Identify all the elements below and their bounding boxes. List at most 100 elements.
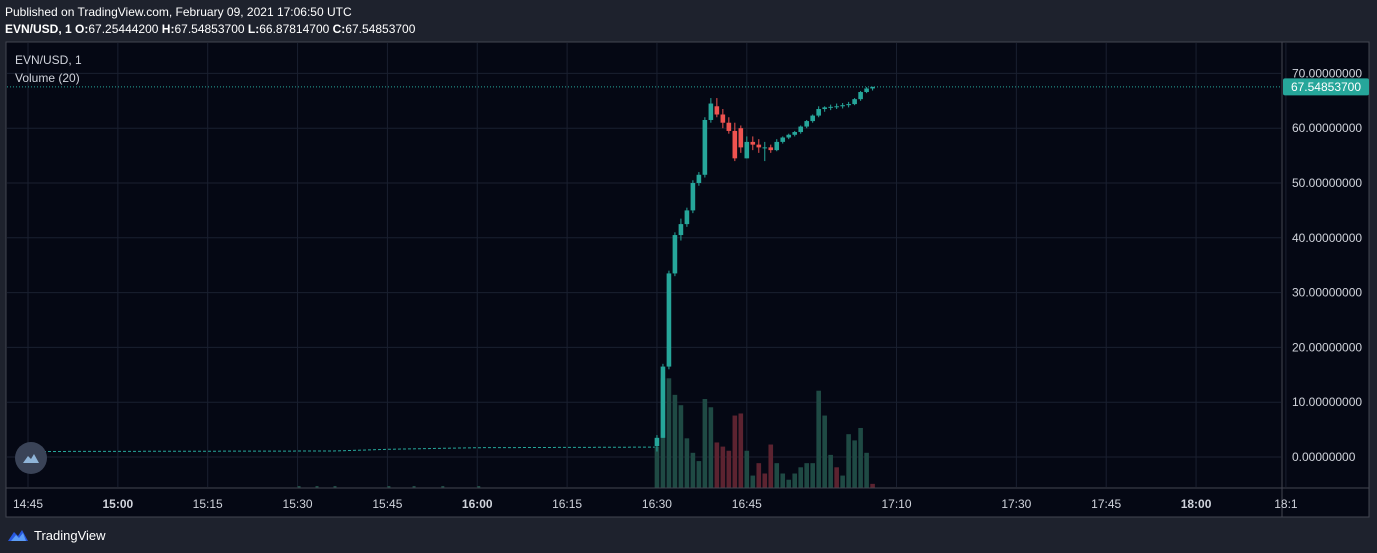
volume-bar [666,378,672,488]
x-tick-label: 15:00 [102,497,133,511]
volume-bar [780,473,786,488]
ohlc-header: EVN/USD, 1 O:67.25444200 H:67.54853700 L… [5,22,415,36]
volume-bar [816,390,821,488]
volume-bar [654,446,660,488]
candle-body [714,106,720,115]
candle-body [690,183,696,211]
y-tick-label: 10.00000000 [1292,395,1362,409]
candle-body [840,105,845,107]
volume-bar [810,463,815,488]
x-tick-label: 17:10 [882,497,912,511]
candle-body [660,366,666,438]
x-tick-label: 15:30 [283,497,313,511]
open-value: 67.25444200 [88,22,159,36]
candle-body [810,115,815,122]
y-tick-label: 0.00000000 [1292,450,1356,464]
volume-bar [804,463,809,488]
candle-body [852,99,857,105]
x-tick-label: 18:00 [1181,497,1212,511]
volume-bar [672,394,678,488]
candle-body [672,235,678,274]
candle-body [738,128,744,148]
x-tick-label: 17:45 [1091,497,1121,511]
volume-bar [852,440,857,488]
x-tick-label: 16:15 [552,497,582,511]
volume-bar [678,405,684,488]
candle-body [792,132,798,135]
candle-body [774,141,780,151]
y-tick-label: 60.00000000 [1292,121,1362,135]
volume-bar [297,486,301,488]
candle-body [846,104,851,106]
y-tick-label: 40.00000000 [1292,231,1362,245]
candle-body [816,109,821,116]
x-tick-label: 17:30 [1001,497,1031,511]
x-tick-label: 16:45 [732,497,762,511]
candle-body [756,144,762,148]
high-value: 67.54853700 [174,22,245,36]
tradingview-chart-logo[interactable] [15,442,47,474]
candle-body [834,106,839,108]
x-tick-label: 14:45 [13,497,43,511]
volume-bar [477,486,481,488]
candle-body [732,130,738,159]
volume-bar [828,454,833,488]
time-axis[interactable]: 14:45 15:00 15:15 15:30 15:45 16:00 16:15 16:30… [13,497,1298,511]
volume-bar [744,450,750,488]
candle-body [678,224,684,236]
volume-bar [762,473,768,488]
close-label: C: [332,22,346,36]
candle-body [702,119,708,175]
volume-bar [858,427,863,488]
volume-bar [708,407,714,488]
volume-bar [768,444,774,488]
footer-branding[interactable]: TradingView [7,526,106,544]
x-tick-label: 15:15 [193,497,223,511]
candle-body [666,273,672,367]
price-axis[interactable]: 70.00000000 60.00000000 50.00000000 40.0000… [1292,66,1362,464]
volume-bar [387,486,391,488]
candle-body [828,106,833,108]
volume-bar [714,442,720,488]
volume-bar [756,463,762,488]
x-tick-label: 15:45 [372,497,402,511]
x-tick-label: 16:00 [462,497,493,511]
volume-bar [702,398,708,488]
low-value: 66.87814700 [259,22,330,36]
candle-body [780,137,786,142]
last-price-label: 67.54853700 [1291,80,1361,94]
candle-body [708,103,714,120]
candle-body [768,147,774,151]
volume-bar [720,446,726,488]
x-tick-label: 16:30 [642,497,672,511]
volume-bar [684,438,690,488]
y-tick-label: 30.00000000 [1292,286,1362,300]
volume-bar [412,486,416,488]
volume-bar [315,486,319,488]
volume-bar [846,434,851,488]
candle-body [684,210,690,225]
candle-body [726,122,732,131]
candle-body [696,174,702,183]
volume-bar [774,463,780,488]
grid-lines [7,43,1287,487]
candle-body [798,126,804,133]
candle-body [654,437,660,447]
header-symbol: EVN/USD, 1 [5,22,72,36]
footer-brand-label: TradingView [34,527,106,543]
y-tick-label: 20.00000000 [1292,340,1362,354]
volume-bar [864,452,869,488]
published-label: Published on TradingView.com, February 0… [5,5,352,19]
volume-bar [726,450,732,488]
close-value: 67.54853700 [345,22,416,36]
volume-bar [690,452,696,488]
legend-volume: Volume (20) [15,71,80,85]
candle-body [750,141,756,145]
volume-bar [732,415,738,488]
candle-body [870,86,875,89]
volume-bar [792,473,798,488]
volume-bar [696,461,702,488]
candle-body [858,92,863,100]
candles [654,86,875,452]
